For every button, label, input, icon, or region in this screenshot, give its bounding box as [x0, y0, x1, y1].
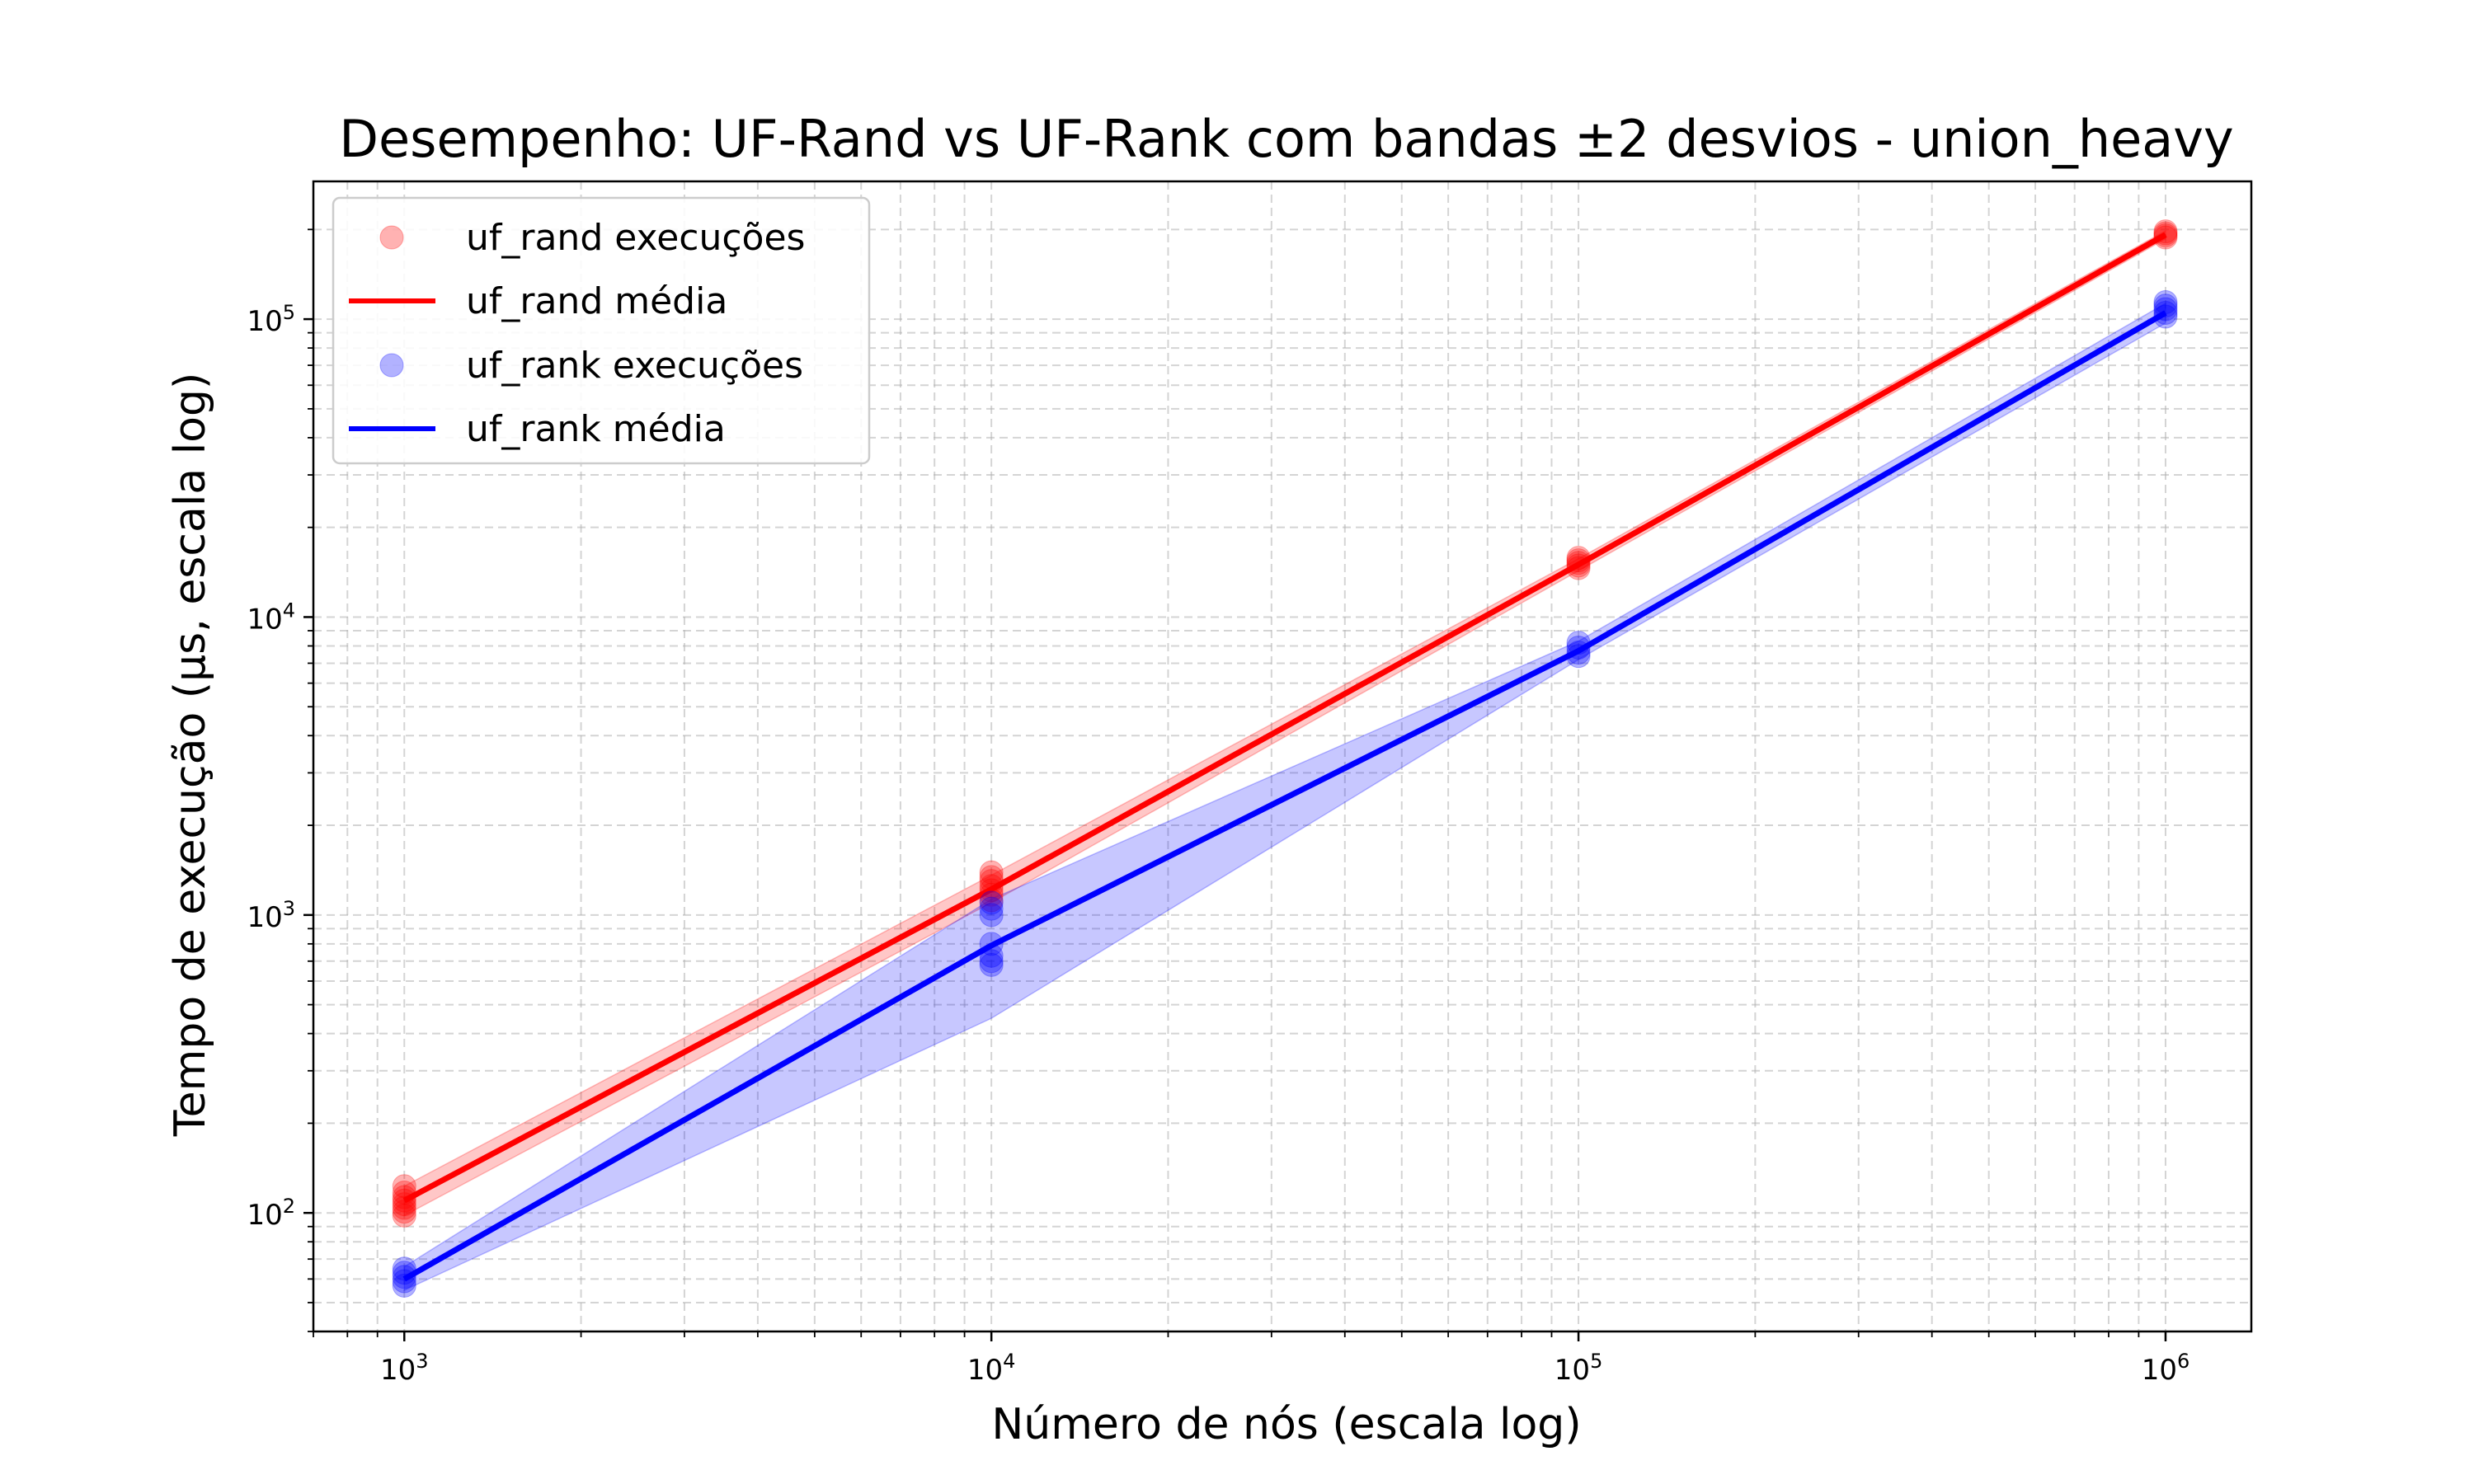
- uf-rand-run-point: [979, 878, 1004, 903]
- uf-rand-run-point: [979, 860, 1004, 885]
- uf-rand-run-point: [2153, 221, 2178, 246]
- legend-uf-rand-runs-label: uf_rand execuções: [466, 217, 805, 259]
- x-tick-label: 104: [967, 1350, 1016, 1387]
- uf-rand-run-point: [392, 1185, 416, 1209]
- legend-uf-rank-mean-label: uf_rank média: [466, 408, 726, 450]
- uf-rank-run-point: [392, 1265, 416, 1289]
- uf-rank-run-point: [392, 1269, 416, 1294]
- uf-rank-run-point: [979, 896, 1004, 921]
- uf-rank-run-point: [1566, 644, 1591, 669]
- uf-rand-run-point: [979, 882, 1004, 907]
- chart-title: Desempenho: UF-Rand vs UF-Rank com banda…: [339, 109, 2233, 169]
- uf-rank-run-point: [1566, 635, 1591, 660]
- uf-rand-run-point: [2153, 219, 2178, 244]
- y-tick-label: 102: [247, 1195, 295, 1232]
- uf-rank-run-point: [979, 932, 1004, 956]
- uf-rank-run-point: [979, 943, 1004, 968]
- legend-uf-rand-mean-label: uf_rand média: [466, 280, 727, 322]
- uf-rand-run-point: [1566, 551, 1591, 575]
- uf-rand-run-point: [392, 1200, 416, 1224]
- uf-rank-run-point: [979, 903, 1004, 928]
- uf-rank-run-point: [2153, 297, 2178, 322]
- uf-rand-run-point: [979, 869, 1004, 894]
- uf-rand-run-point: [979, 865, 1004, 890]
- x-axis-label: Número de nós (escala log): [991, 1400, 1581, 1449]
- x-tick-label: 105: [1554, 1350, 1603, 1387]
- y-tick-label: 104: [247, 599, 295, 636]
- plot-frame: [312, 180, 2253, 1333]
- legend-uf-rand-runs-marker: [379, 225, 404, 250]
- x-tick-label: 103: [380, 1350, 429, 1387]
- uf-rand-run-point: [392, 1174, 416, 1199]
- y-axis-label: Tempo de execução (µs, escala log): [166, 373, 215, 1138]
- uf-rand-run-point: [392, 1181, 416, 1205]
- uf-rank-run-point: [392, 1261, 416, 1285]
- uf-rank-run-point: [1566, 641, 1591, 665]
- uf-rank-run-point: [392, 1273, 416, 1298]
- uf-rank-run-point: [2153, 294, 2178, 318]
- uf-rand-run-point: [2153, 225, 2178, 250]
- uf-rand-run-point: [392, 1195, 416, 1220]
- mean-lines: [402, 232, 2167, 1282]
- legend-uf-rank-runs-marker: [379, 353, 404, 378]
- uf-rank-run-point: [979, 952, 1004, 977]
- legend-uf-rank-runs-label: uf_rank execuções: [466, 345, 803, 387]
- axis-ticks: 103 104 105 106 102 103 104 105: [247, 228, 2190, 1387]
- x-tick-label: 106: [2142, 1350, 2190, 1387]
- y-tick-label: 105: [247, 301, 295, 338]
- uf-rand-run-point: [2153, 223, 2178, 248]
- uf-rank-run-point: [979, 949, 1004, 974]
- uf-rand-run-point: [392, 1192, 416, 1217]
- uf-rand-run-point: [1566, 556, 1591, 580]
- uf-rank-run-point: [392, 1256, 416, 1281]
- uf-rank-mean-line: [402, 310, 2167, 1282]
- uf-rank-run-point: [2153, 300, 2178, 325]
- uf-rand-run-point: [1566, 546, 1591, 571]
- uf-rank-run-point: [979, 890, 1004, 915]
- legend: uf_rand execuções uf_rand média uf_rank …: [332, 196, 871, 465]
- uf-rand-run-point: [1566, 553, 1591, 578]
- uf-rand-run-point: [392, 1203, 416, 1228]
- y-tick-label: 103: [247, 897, 295, 934]
- uf-rank-run-point: [1566, 631, 1591, 655]
- uf-rand-run-point: [1566, 548, 1591, 573]
- uf-rand-mean-line: [402, 232, 2167, 1204]
- run-points: [392, 219, 2178, 1298]
- uf-rank-run-point: [2153, 290, 2178, 315]
- uf-rand-run-point: [979, 888, 1004, 913]
- uf-rand-run-point: [392, 1188, 416, 1213]
- uf-rand-run-point: [979, 874, 1004, 899]
- legend-box: [332, 196, 871, 465]
- uf-rank-run-point: [2153, 304, 2178, 329]
